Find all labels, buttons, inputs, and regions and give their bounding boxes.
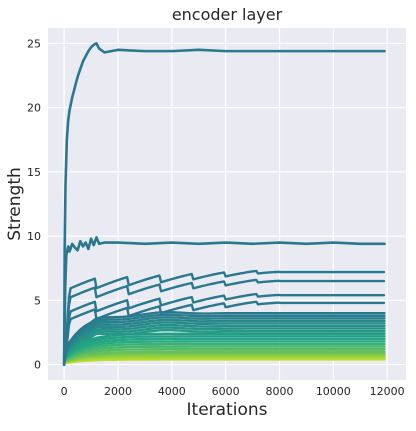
flat-series-line <box>62 335 386 359</box>
flat-series-line <box>62 318 386 355</box>
x-tick-label: 12000 <box>370 385 405 398</box>
flat-series-line <box>62 354 386 364</box>
flat-series-line <box>62 328 386 358</box>
y-tick-label: 10 <box>27 230 41 243</box>
top-series-line <box>62 42 386 366</box>
flat-series-line <box>62 323 386 357</box>
y-tick-label: 15 <box>27 166 41 179</box>
series-lines <box>62 42 386 366</box>
x-tick-label: 4000 <box>158 385 186 398</box>
grid-lines <box>48 28 406 380</box>
sawtooth-series-line <box>62 292 386 366</box>
x-tick-label: 10000 <box>316 385 351 398</box>
flat-series-line <box>62 345 386 362</box>
flat-series-line <box>62 326 386 357</box>
x-tick-label: 0 <box>61 385 68 398</box>
flat-series-line <box>62 350 386 363</box>
flat-series-line <box>62 347 386 362</box>
flat-series-line <box>62 356 386 365</box>
x-tick-label: 8000 <box>265 385 293 398</box>
sawtooth-series-line <box>62 300 386 366</box>
flat-series-line <box>62 321 386 356</box>
sawtooth-series-line <box>62 269 386 366</box>
flat-series-line <box>62 342 386 361</box>
flat-series-line <box>62 358 386 365</box>
y-tick-label: 5 <box>34 294 41 307</box>
flat-series-line <box>62 353 386 364</box>
y-tick-label: 20 <box>27 102 41 115</box>
tick-labels: 0 2000 4000 6000 8000 10000 12000 0 5 10 15 20 25 <box>27 37 405 398</box>
y-tick-label: 0 <box>34 359 41 372</box>
flat-series-line <box>62 311 386 353</box>
flat-series-line <box>62 340 386 360</box>
x-tick-label: 2000 <box>104 385 132 398</box>
y-tick-label: 25 <box>27 37 41 50</box>
y-axis-title: Strength <box>5 167 25 241</box>
x-axis-title: Iterations <box>187 400 268 420</box>
flat-series-line <box>62 351 386 363</box>
flat-series-line <box>62 337 386 360</box>
chart-title: encoder layer <box>172 5 283 24</box>
second-series-line <box>62 236 386 366</box>
x-tick-label: 6000 <box>212 385 240 398</box>
flat-series-line <box>62 313 386 354</box>
flat-series-line <box>62 316 386 355</box>
sawtooth-series-line <box>62 278 386 366</box>
flat-series-line <box>62 355 386 364</box>
